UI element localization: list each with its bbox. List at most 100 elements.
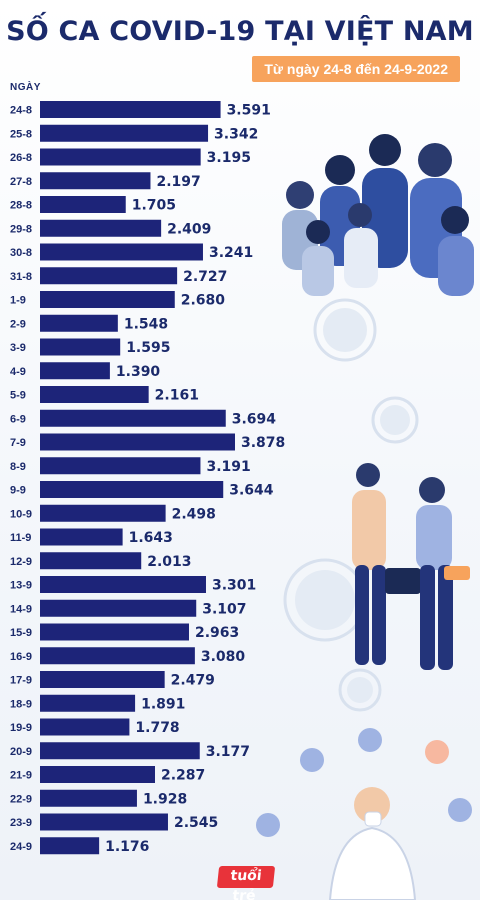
bar	[40, 148, 201, 166]
page-title: SỐ CA COVID-19 TẠI VIỆT NAM	[6, 16, 474, 47]
value-label: 3.694	[232, 411, 277, 427]
bar	[40, 243, 203, 261]
bar	[40, 457, 201, 475]
category-label: 22-9	[10, 793, 32, 805]
value-label: 2.409	[167, 221, 211, 237]
value-label: 2.963	[195, 625, 239, 641]
bar	[40, 433, 235, 451]
bar	[40, 291, 175, 308]
category-label: 13-9	[10, 580, 32, 592]
category-label: 9-9	[10, 485, 26, 497]
value-label: 3.195	[207, 150, 251, 166]
category-label: 27-8	[10, 176, 32, 188]
bar	[40, 124, 209, 142]
bar	[40, 813, 168, 831]
value-label: 1.390	[116, 364, 161, 380]
category-label: 26-8	[10, 152, 32, 164]
bar	[40, 647, 195, 665]
category-label: 1-9	[10, 295, 26, 307]
bar	[40, 599, 197, 617]
bar	[40, 219, 162, 237]
bar	[40, 338, 121, 356]
category-label: 28-8	[10, 200, 32, 212]
category-label: 4-9	[10, 366, 26, 378]
value-label: 2.680	[181, 293, 226, 309]
value-label: 3.644	[229, 483, 274, 499]
bar	[40, 101, 221, 118]
category-label: 11-9	[10, 532, 31, 544]
y-axis-label: NGÀY	[10, 82, 41, 93]
value-label: 2.287	[161, 768, 205, 784]
value-label: 2.545	[174, 815, 218, 831]
value-label: 3.191	[206, 459, 250, 475]
category-label: 16-9	[10, 651, 32, 663]
category-label: 19-9	[10, 722, 32, 734]
bar	[40, 267, 178, 285]
bar	[40, 718, 130, 736]
bar	[40, 694, 136, 712]
category-label: 15-9	[10, 627, 32, 639]
value-label: 2.727	[183, 269, 227, 285]
value-label: 1.778	[135, 720, 179, 736]
bar	[40, 172, 151, 190]
category-label: 3-9	[10, 342, 26, 354]
bar	[40, 766, 155, 783]
date-range-badge: Từ ngày 24-8 đến 24-9-2022	[252, 56, 460, 82]
bar	[40, 481, 224, 498]
value-label: 2.479	[171, 673, 215, 689]
category-label: 12-9	[10, 556, 32, 568]
value-label: 3.878	[241, 435, 285, 451]
category-label: 30-8	[10, 247, 32, 259]
category-label: 8-9	[10, 461, 26, 473]
value-label: 3.241	[209, 245, 253, 261]
bar	[40, 196, 126, 213]
category-label: 7-9	[10, 437, 26, 449]
bar	[40, 742, 200, 760]
value-label: 3.177	[206, 744, 250, 760]
value-label: 3.080	[201, 649, 246, 665]
value-label: 2.197	[156, 174, 200, 190]
category-label: 20-9	[10, 746, 32, 758]
bar	[40, 789, 137, 807]
bar	[40, 552, 142, 570]
value-label: 3.107	[202, 601, 246, 617]
value-label: 1.176	[105, 839, 149, 855]
value-label: 1.928	[143, 791, 187, 807]
category-label: 18-9	[10, 698, 32, 710]
category-label: 29-8	[10, 223, 32, 235]
category-label: 25-8	[10, 128, 32, 140]
category-label: 5-9	[10, 390, 26, 402]
bar	[40, 386, 149, 403]
bar	[40, 314, 118, 332]
value-label: 1.705	[132, 198, 176, 214]
category-label: 24-8	[10, 105, 32, 117]
category-label: 24-9	[10, 841, 32, 853]
bar	[40, 504, 166, 522]
value-label: 2.498	[172, 506, 216, 522]
value-label: 3.591	[227, 103, 271, 119]
value-label: 1.548	[124, 316, 168, 332]
category-label: 17-9	[10, 675, 32, 687]
tuoi-tre-logo: tuổi trẻ	[216, 866, 276, 904]
category-label: 23-9	[10, 817, 32, 829]
value-label: 3.342	[214, 126, 258, 142]
bar	[40, 362, 110, 380]
category-label: 10-9	[10, 508, 32, 520]
value-label: 1.595	[126, 340, 170, 356]
value-label: 2.013	[147, 554, 191, 570]
bar	[40, 576, 206, 593]
value-label: 2.161	[155, 388, 199, 404]
category-label: 31-8	[10, 271, 32, 283]
value-label: 1.891	[141, 696, 185, 712]
bar	[40, 623, 189, 641]
value-label: 1.643	[129, 530, 173, 546]
category-label: 21-9	[10, 770, 32, 782]
bar	[40, 837, 100, 855]
category-label: 14-9	[10, 603, 32, 615]
bar	[40, 409, 226, 427]
category-label: 6-9	[10, 413, 26, 425]
bar	[40, 671, 165, 688]
value-label: 3.301	[212, 578, 256, 594]
